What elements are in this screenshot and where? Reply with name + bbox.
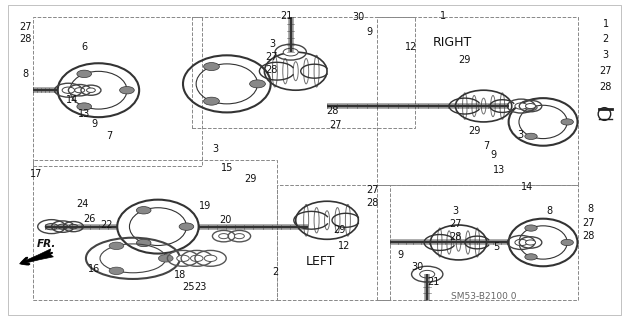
Text: 16: 16	[88, 264, 100, 275]
Text: 2: 2	[272, 267, 279, 277]
Text: 30: 30	[352, 12, 364, 22]
Text: 27: 27	[599, 66, 612, 76]
Circle shape	[420, 270, 435, 278]
Circle shape	[69, 224, 78, 229]
Text: 28: 28	[265, 65, 278, 75]
Text: 3: 3	[603, 50, 609, 60]
Text: 28: 28	[326, 106, 338, 116]
Text: 1: 1	[603, 19, 609, 28]
Text: 3: 3	[517, 130, 523, 140]
Text: 9: 9	[91, 118, 97, 129]
Circle shape	[77, 103, 92, 110]
Circle shape	[87, 88, 96, 92]
Circle shape	[191, 255, 203, 261]
Text: 2: 2	[603, 35, 609, 44]
Circle shape	[58, 224, 68, 229]
Circle shape	[219, 234, 229, 239]
Circle shape	[75, 88, 85, 93]
Text: 27: 27	[329, 120, 342, 130]
Circle shape	[250, 80, 265, 88]
Text: 27: 27	[265, 52, 278, 62]
Text: 7: 7	[106, 131, 113, 141]
Circle shape	[109, 242, 124, 250]
Text: 28: 28	[19, 35, 31, 44]
Text: 30: 30	[412, 262, 424, 272]
Text: RIGHT: RIGHT	[433, 36, 472, 49]
Text: 29: 29	[245, 174, 257, 184]
Text: 5: 5	[493, 242, 499, 252]
Text: 21: 21	[280, 11, 292, 21]
Text: 12: 12	[338, 241, 351, 251]
Text: 29: 29	[468, 126, 481, 136]
Text: 25: 25	[182, 282, 194, 292]
Circle shape	[45, 223, 58, 230]
Text: 8: 8	[22, 69, 28, 79]
Text: 23: 23	[194, 282, 207, 292]
Text: 19: 19	[199, 201, 211, 211]
Circle shape	[525, 133, 537, 140]
Text: 28: 28	[449, 232, 462, 242]
Text: 18: 18	[174, 270, 186, 280]
Text: 9: 9	[398, 250, 404, 260]
Circle shape	[136, 239, 151, 247]
Text: 21: 21	[427, 277, 440, 287]
Circle shape	[177, 255, 189, 261]
Circle shape	[204, 97, 220, 105]
Text: 13: 13	[78, 109, 90, 119]
Circle shape	[204, 255, 217, 261]
Circle shape	[561, 119, 574, 125]
Text: FR.: FR.	[36, 239, 56, 249]
Circle shape	[515, 103, 527, 109]
Text: 8: 8	[587, 204, 593, 214]
Text: 7: 7	[484, 141, 490, 151]
Circle shape	[525, 225, 537, 231]
Text: 9: 9	[490, 150, 496, 160]
Text: 3: 3	[452, 206, 459, 216]
Text: 12: 12	[405, 42, 418, 52]
Text: 28: 28	[599, 82, 612, 92]
Circle shape	[526, 240, 535, 245]
Circle shape	[283, 48, 298, 56]
Circle shape	[515, 239, 527, 246]
Circle shape	[525, 254, 537, 260]
Text: 22: 22	[101, 220, 113, 230]
Circle shape	[235, 234, 244, 239]
Text: 27: 27	[449, 219, 462, 229]
Text: 1: 1	[440, 11, 446, 21]
Text: SM53-B2100 0: SM53-B2100 0	[451, 292, 516, 301]
Text: LEFT: LEFT	[306, 255, 335, 268]
Text: 28: 28	[582, 231, 594, 241]
Circle shape	[561, 239, 574, 246]
Circle shape	[204, 63, 220, 70]
Circle shape	[120, 86, 134, 94]
Circle shape	[77, 70, 92, 77]
Text: 28: 28	[366, 198, 378, 208]
Text: 3: 3	[269, 39, 275, 49]
Text: 14: 14	[66, 95, 78, 105]
Text: 29: 29	[459, 55, 471, 65]
Circle shape	[179, 223, 194, 230]
Text: 26: 26	[83, 214, 95, 224]
Text: 17: 17	[30, 169, 42, 179]
Text: 20: 20	[220, 215, 231, 225]
Text: 8: 8	[546, 206, 552, 216]
Text: 29: 29	[333, 225, 346, 236]
Circle shape	[525, 104, 537, 111]
Text: 27: 27	[582, 219, 594, 228]
Text: 15: 15	[221, 163, 233, 173]
Circle shape	[109, 267, 124, 275]
Text: 3: 3	[213, 144, 219, 154]
Circle shape	[136, 206, 151, 214]
Circle shape	[526, 104, 535, 108]
Text: 27: 27	[19, 22, 31, 32]
Text: 24: 24	[77, 199, 89, 209]
Text: 9: 9	[367, 27, 372, 36]
Circle shape	[62, 87, 75, 93]
Text: 13: 13	[493, 164, 505, 174]
Circle shape	[159, 255, 173, 262]
Text: 27: 27	[366, 185, 379, 195]
Text: 6: 6	[81, 42, 87, 52]
Text: 14: 14	[521, 182, 533, 192]
